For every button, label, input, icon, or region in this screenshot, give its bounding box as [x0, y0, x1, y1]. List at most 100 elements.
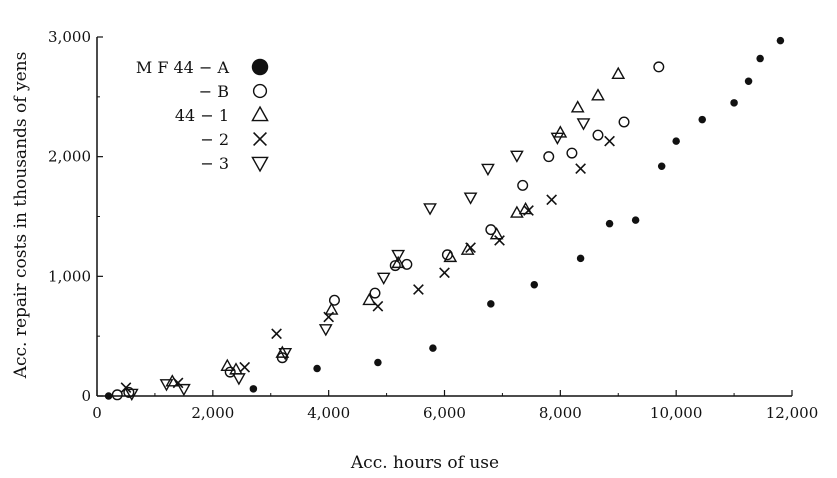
data-point	[553, 125, 568, 138]
data-point	[576, 118, 591, 131]
data-point	[111, 389, 123, 401]
ticks: 0 2,000 4,000 6,000 8,000 10,000 12,000 0 1,000 2…	[48, 28, 818, 422]
x-tick-label: 8,000	[539, 404, 582, 422]
series-3	[165, 66, 626, 387]
x-tick-label: 4,000	[307, 404, 350, 422]
data-point	[120, 382, 132, 393]
data-point	[631, 216, 640, 224]
data-point	[510, 150, 524, 163]
data-point	[123, 386, 135, 398]
data-point	[172, 377, 184, 389]
data-point	[510, 205, 524, 218]
x-tick-label: 2,000	[191, 404, 234, 422]
legend: M F 44 − A − B 44 − 1 − 2 − 3	[136, 58, 269, 173]
data-point	[730, 99, 738, 107]
data-point	[275, 345, 290, 358]
data-point	[278, 348, 293, 361]
data-point	[362, 292, 377, 306]
data-point	[605, 219, 614, 228]
y-tick-label: 2,000	[48, 148, 91, 166]
data-point	[463, 192, 478, 205]
data-point	[313, 364, 321, 373]
data-point	[546, 194, 558, 206]
x-tick-label: 10,000	[650, 404, 703, 422]
data-point	[239, 361, 251, 373]
legend-label: − 3	[200, 154, 229, 173]
data-point	[481, 163, 495, 177]
data-point	[487, 300, 495, 308]
legend-label: M F 44 − A	[136, 58, 230, 77]
data-point	[523, 205, 534, 216]
legend-label: − 2	[200, 130, 229, 149]
legend-label: − B	[199, 82, 229, 101]
y-axis-title: Acc. repair costs in thousands of yens	[11, 52, 31, 380]
x-tick-label: 12,000	[766, 404, 819, 422]
legend-marker	[252, 83, 268, 99]
data-point	[653, 61, 665, 73]
data-point	[576, 254, 585, 263]
series-4	[120, 135, 615, 393]
data-point	[220, 358, 235, 371]
data-point	[530, 280, 539, 289]
data-point	[413, 284, 424, 295]
data-point	[460, 242, 475, 255]
data-point	[376, 272, 391, 285]
data-points	[104, 36, 785, 402]
data-point	[372, 300, 384, 312]
legend-label: 44 − 1	[175, 106, 229, 125]
series-2	[111, 61, 665, 401]
x-tick-label: 0	[92, 404, 102, 422]
data-point	[423, 203, 437, 216]
data-point	[465, 242, 476, 253]
data-point	[369, 287, 381, 299]
data-point	[318, 324, 333, 337]
series-5	[124, 118, 591, 402]
data-point	[159, 379, 174, 392]
x-axis-title: Acc. hours of use	[350, 453, 499, 473]
data-point	[698, 115, 706, 124]
series-1	[104, 36, 785, 400]
data-point	[429, 344, 437, 352]
data-point	[618, 116, 630, 128]
y-tick-label: 3,000	[48, 28, 91, 46]
data-point	[566, 147, 578, 159]
legend-marker	[251, 156, 269, 173]
data-point	[672, 137, 680, 145]
data-point	[592, 129, 604, 141]
data-point	[374, 358, 382, 367]
data-point	[176, 383, 191, 397]
data-point	[224, 366, 236, 378]
data-point	[776, 36, 785, 45]
y-tick-label: 1,000	[48, 267, 91, 285]
data-point	[249, 385, 258, 393]
data-point	[391, 249, 406, 263]
data-point	[494, 235, 505, 246]
data-point	[328, 294, 340, 306]
data-point	[124, 388, 139, 402]
data-point	[104, 392, 113, 400]
data-point	[570, 100, 585, 113]
y-tick-label: 0	[81, 387, 91, 405]
data-point	[543, 151, 555, 163]
data-point	[604, 135, 615, 147]
data-point	[391, 255, 406, 269]
legend-marker	[253, 132, 267, 146]
data-point	[443, 249, 458, 263]
data-point	[517, 179, 529, 191]
data-point	[756, 54, 764, 63]
data-point	[323, 311, 335, 323]
data-point	[439, 267, 450, 279]
data-point	[550, 132, 565, 145]
data-point	[657, 162, 666, 170]
data-point	[575, 163, 586, 174]
x-tick-label: 6,000	[423, 404, 466, 422]
data-point	[389, 260, 401, 272]
data-point	[271, 328, 282, 340]
legend-marker	[251, 58, 269, 76]
data-point	[591, 88, 605, 101]
data-point	[232, 373, 246, 386]
legend-marker	[251, 105, 269, 122]
data-point	[744, 77, 753, 86]
data-point	[611, 66, 626, 79]
